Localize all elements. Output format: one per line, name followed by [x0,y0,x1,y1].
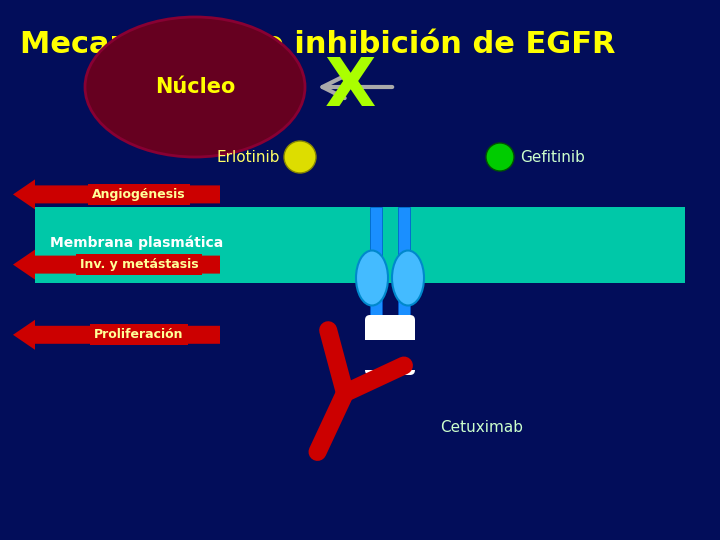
Text: Membrana plasmática: Membrana plasmática [50,236,223,250]
FancyArrow shape [13,249,220,280]
Bar [398,207,410,370]
Text: Mecanismos de inhibición de EGFR: Mecanismos de inhibición de EGFR [20,30,616,59]
Ellipse shape [356,251,388,306]
Text: X: X [324,54,376,120]
FancyArrow shape [13,179,220,210]
Text: Inv. y metástasis: Inv. y metástasis [80,258,198,271]
Ellipse shape [284,141,316,173]
Text: Cetuximab: Cetuximab [440,421,523,435]
Ellipse shape [85,17,305,157]
Text: Angiogénesis: Angiogénesis [92,188,186,201]
Text: Núcleo: Núcleo [155,77,235,97]
Ellipse shape [392,251,424,306]
FancyArrow shape [13,320,220,350]
Bar [370,207,382,370]
Text: Proliferación: Proliferación [94,328,184,341]
Ellipse shape [486,143,514,171]
Bar [365,340,415,370]
Text: Gefitinib: Gefitinib [520,150,585,165]
Bar [35,207,685,283]
Text: Erlotinib: Erlotinib [217,150,280,165]
FancyBboxPatch shape [365,315,415,375]
